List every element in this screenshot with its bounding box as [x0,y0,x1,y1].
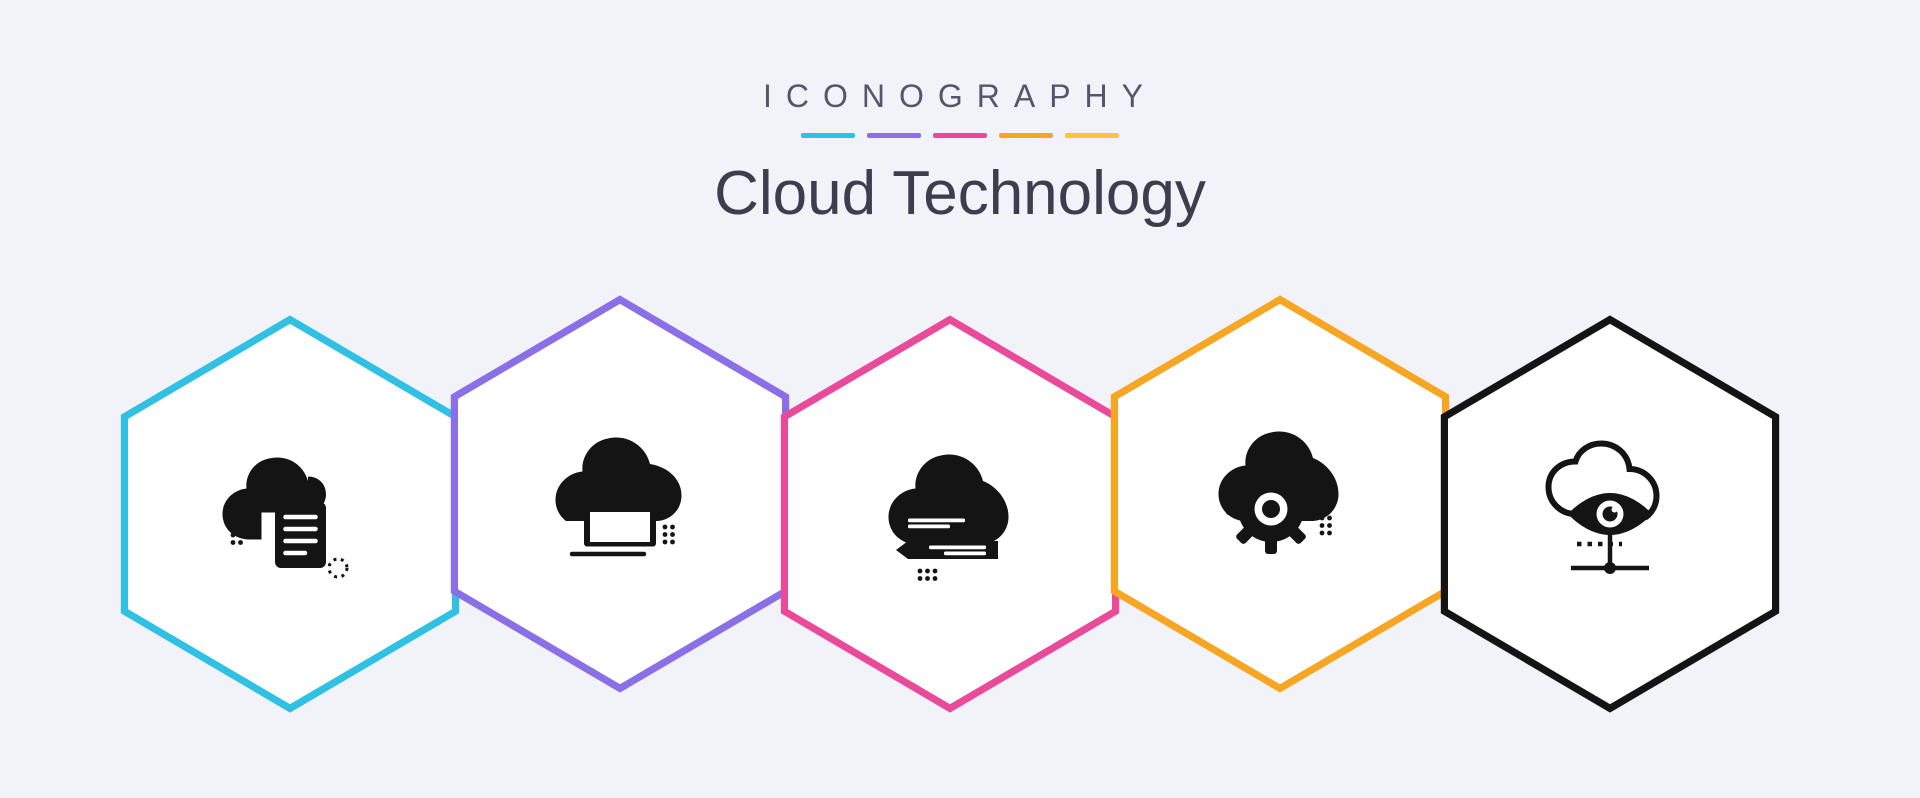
accent-underline-row [714,133,1206,138]
hexagon-icon-row [110,289,1810,709]
accent-bar-2 [867,133,921,138]
hex-tile-4 [1100,289,1460,699]
page-title: Cloud Technology [714,158,1206,229]
cloud-folder-icon [530,404,710,584]
cloud-gear-icon [1190,404,1370,584]
accent-bar-5 [1065,133,1119,138]
cloud-eye-icon [1520,424,1700,604]
cloud-document-icon [200,424,380,604]
header: ICONOGRAPHY Cloud Technology [714,78,1206,229]
hex-tile-1 [110,309,470,719]
hex-tile-5 [1430,309,1790,719]
cloud-layers-icon [860,424,1040,604]
hex-tile-2 [440,289,800,699]
accent-bar-4 [999,133,1053,138]
eyebrow-text: ICONOGRAPHY [714,78,1206,115]
accent-bar-3 [933,133,987,138]
hex-tile-3 [770,309,1130,719]
accent-bar-1 [801,133,855,138]
